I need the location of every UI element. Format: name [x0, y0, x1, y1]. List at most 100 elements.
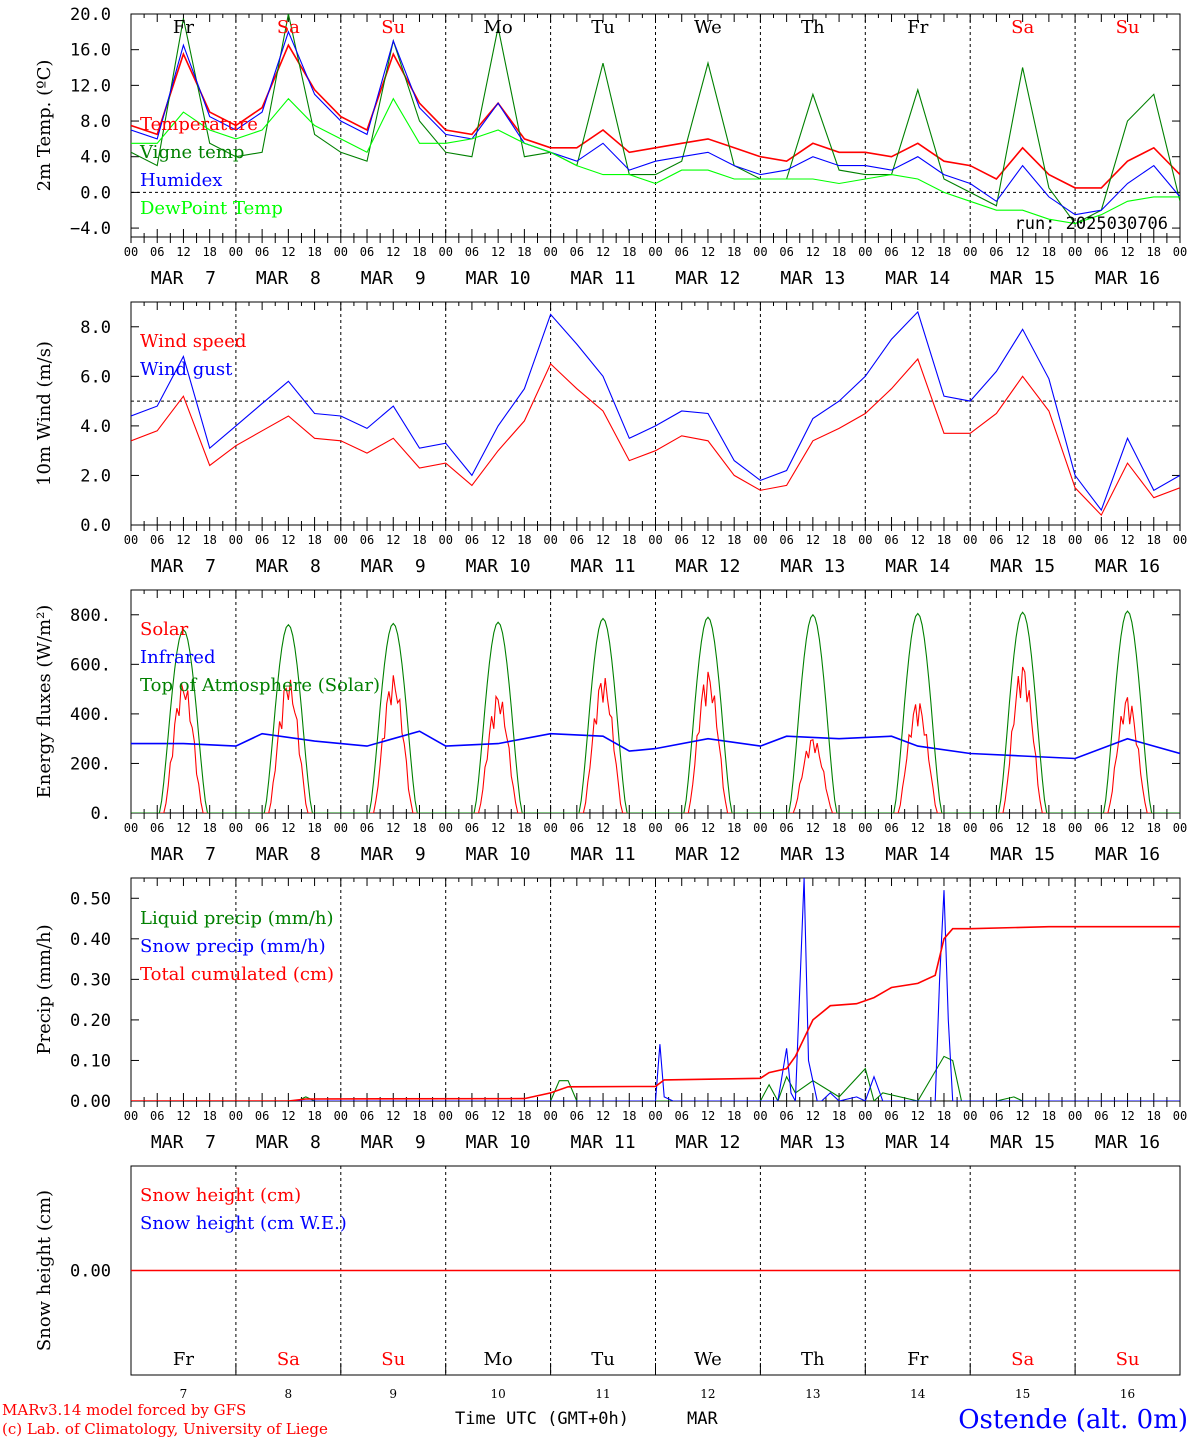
y-tick-label: 0.0 [80, 183, 111, 203]
hour-tick-label: 00 [543, 245, 557, 259]
y-tick-label: 0.0 [80, 516, 111, 536]
plot-frame [130, 13, 1181, 238]
hour-tick-label: 06 [360, 821, 374, 835]
hour-tick-label: 00 [229, 1109, 243, 1123]
date-label: MAR 16 [1095, 268, 1160, 289]
hour-tick-label: 12 [596, 533, 610, 547]
date-label: MAR 12 [675, 268, 740, 289]
date-label: MAR 8 [256, 268, 321, 289]
hour-tick-label: 12 [1120, 821, 1134, 835]
date-label: MAR 15 [990, 1132, 1055, 1153]
hour-tick-label: 06 [570, 245, 584, 259]
hour-tick-label: 18 [832, 533, 846, 547]
legend-entry: Temperature [140, 114, 258, 135]
hour-tick-label: 12 [701, 533, 715, 547]
day-number-label: 7 [180, 1387, 188, 1401]
hour-tick-label: 12 [491, 245, 505, 259]
hour-tick-label: 00 [753, 245, 767, 259]
date-label: MAR 11 [571, 268, 636, 289]
hour-tick-label: 18 [1147, 533, 1161, 547]
hour-tick-label: 00 [124, 533, 138, 547]
series-line-0 [131, 666, 1180, 813]
hour-tick-label: 18 [622, 1109, 636, 1123]
weekday-label: Fr [173, 17, 194, 38]
series-line-1 [131, 730, 1180, 760]
hour-tick-label: 06 [360, 245, 374, 259]
weekday-label: Fr [907, 17, 928, 38]
hour-tick-label: 06 [150, 821, 164, 835]
weekday-label: Fr [907, 1349, 928, 1370]
series-line-0 [131, 1055, 1180, 1101]
y-tick-label: 16.0 [70, 41, 111, 61]
hour-tick-label: 18 [517, 821, 531, 835]
hour-tick-label: 18 [202, 245, 216, 259]
y-tick-label: 0.10 [70, 1051, 111, 1071]
hour-tick-label: 18 [832, 1109, 846, 1123]
weekday-label: Tu [591, 1349, 615, 1370]
hour-tick-label: 12 [806, 533, 820, 547]
y-tick-label: 0.30 [70, 970, 111, 990]
hour-tick-label: 12 [1120, 533, 1134, 547]
weekday-label: Fr [173, 1349, 194, 1370]
hour-tick-label: 00 [963, 1109, 977, 1123]
hour-tick-label: 12 [911, 1109, 925, 1123]
panel-3: 00 06 12 18 00 06 12 18 00 06 12 18 00 06 12 18 00 06 12 18… [34, 589, 1187, 865]
weekday-label: Su [1116, 1349, 1140, 1370]
panel-1: 00 06 12 18 00 06 12 18 00 06 12 18 00 06 12 18 00 06 12 18… [34, 5, 1187, 289]
date-label: MAR 10 [466, 268, 531, 289]
hour-tick-label: 12 [806, 1109, 820, 1123]
y-tick-label: 12.0 [70, 76, 111, 96]
date-label: MAR 9 [361, 268, 426, 289]
date-label: MAR 12 [675, 1132, 740, 1153]
hour-tick-label: 18 [307, 245, 321, 259]
legend-entry: Total cumulated (cm) [140, 964, 334, 985]
date-label: MAR 14 [885, 268, 950, 289]
hour-tick-label: 06 [255, 245, 269, 259]
hour-tick-label: 12 [176, 1109, 190, 1123]
y-axis-label: Snow height (cm) [34, 1190, 55, 1351]
hour-tick-label: 00 [229, 245, 243, 259]
series-group [131, 878, 1180, 1101]
weekday-label: We [694, 1349, 722, 1370]
hour-tick-label: 12 [701, 245, 715, 259]
model-credit: MARv3.14 model forced by GFS [2, 1401, 246, 1419]
hour-tick-label: 00 [963, 245, 977, 259]
panel-2: 00 06 12 18 00 06 12 18 00 06 12 18 00 06 12 18 00 06 12 18… [34, 301, 1187, 577]
hour-tick-label: 12 [386, 821, 400, 835]
hour-tick-label: 00 [543, 1109, 557, 1123]
hour-tick-label: 12 [911, 245, 925, 259]
hour-tick-label: 12 [491, 533, 505, 547]
weekday-label: Th [801, 1349, 825, 1370]
hour-tick-label: 00 [543, 821, 557, 835]
y-axis-label: 2m Temp. (ºC) [34, 60, 55, 192]
hour-tick-label: 00 [334, 533, 348, 547]
hour-tick-label: 18 [412, 245, 426, 259]
legend-entry: Wind speed [140, 331, 246, 352]
hour-tick-label: 00 [963, 533, 977, 547]
hour-tick-label: 00 [1068, 245, 1082, 259]
y-tick-label: 8.0 [80, 318, 111, 338]
date-label: MAR 15 [990, 556, 1055, 577]
hour-tick-label: 06 [884, 1109, 898, 1123]
date-label: MAR 7 [151, 556, 216, 577]
hour-tick-label: 12 [596, 821, 610, 835]
hour-tick-label: 18 [307, 821, 321, 835]
y-tick-label: 2.0 [80, 466, 111, 486]
legend-entry: Infrared [140, 647, 215, 668]
hour-tick-label: 18 [727, 533, 741, 547]
hour-tick-label: 18 [937, 1109, 951, 1123]
hour-tick-label: 06 [570, 821, 584, 835]
date-label: MAR 7 [151, 1132, 216, 1153]
legend-entry: Humidex [140, 170, 222, 191]
day-number-label: 12 [700, 1387, 715, 1401]
hour-tick-label: 18 [517, 245, 531, 259]
date-label: MAR 7 [151, 268, 216, 289]
y-axis-label: 10m Wind (m/s) [34, 341, 55, 486]
hour-tick-label: 18 [1147, 821, 1161, 835]
legend-entry: DewPoint Temp [140, 198, 283, 219]
hour-tick-label: 18 [412, 533, 426, 547]
date-label: MAR 8 [256, 1132, 321, 1153]
hour-tick-label: 00 [1068, 821, 1082, 835]
hour-tick-label: 06 [989, 1109, 1003, 1123]
date-label: MAR 10 [466, 1132, 531, 1153]
